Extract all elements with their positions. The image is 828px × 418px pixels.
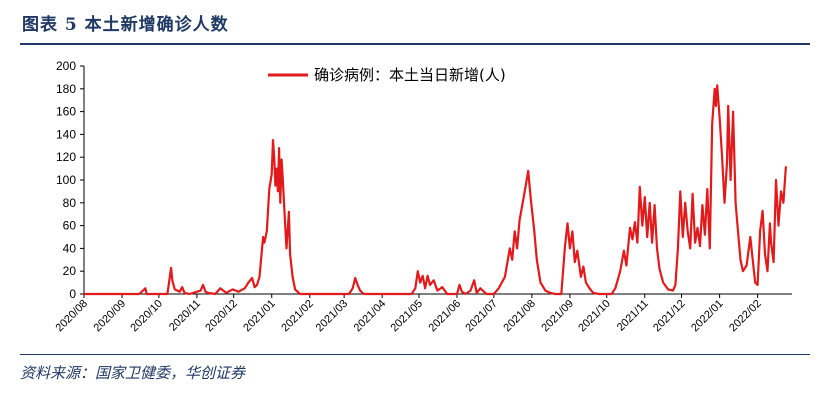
y-tick-label: 20 [63,264,77,278]
y-axis-ticks: 0 20 40 60 80 100 120 140 160 180 200 [56,59,84,301]
x-tick-label: 2020/11 [167,298,203,334]
x-tick-label: 2021/11 [615,298,651,334]
x-tick-label: 2021/06 [427,298,464,335]
source-rule [20,354,810,355]
x-tick-label: 2021/01 [241,298,278,335]
y-tick-label: 80 [63,196,77,210]
x-tick-label: 2022/02 [727,298,764,335]
y-tick-label: 160 [56,105,76,119]
title-bar: 图表 5 本土新增确诊人数 [0,0,828,45]
x-tick-label: 2020/12 [203,298,240,335]
x-tick-label: 2021/08 [501,298,538,335]
x-tick-label: 2021/04 [352,298,389,335]
y-tick-label: 100 [56,173,76,187]
x-tick-label: 2020/10 [128,298,165,335]
y-tick-label: 0 [69,287,76,301]
x-tick-label: 2021/09 [539,298,576,335]
x-tick-label: 2020/09 [92,298,129,335]
x-tick-label: 2021/02 [279,298,316,335]
x-tick-label: 2021/03 [314,298,351,335]
y-tick-label: 200 [56,59,76,73]
x-tick-label: 2022/01 [689,298,726,335]
x-axis-ticks: 2020/08 2020/09 2020/10 2020/11 2020/12 2021/… [54,294,764,334]
y-tick-label: 180 [56,82,76,96]
y-tick-label: 140 [56,127,76,141]
x-tick-label: 2020/08 [54,298,91,335]
y-tick-label: 120 [56,150,76,164]
chart-axes [83,66,792,295]
series-layer [84,84,787,296]
series-line-0 [84,84,787,296]
y-tick-label: 60 [63,219,77,233]
x-tick-label: 2021/12 [651,298,688,335]
legend: 确诊病例：本土当日新增(人) [268,66,506,84]
x-tick-label: 2021/05 [388,298,425,335]
x-tick-label: 2021/10 [576,298,613,335]
figure-title: 图表 5 本土新增确诊人数 [22,15,229,35]
title-rule [20,43,810,45]
source-note: 资料来源：国家卫健委，华创证券 [20,364,246,382]
legend-label: 确诊病例：本土当日新增(人) [314,66,506,84]
x-tick-label: 2021/07 [463,298,500,335]
y-tick-label: 40 [63,241,77,255]
